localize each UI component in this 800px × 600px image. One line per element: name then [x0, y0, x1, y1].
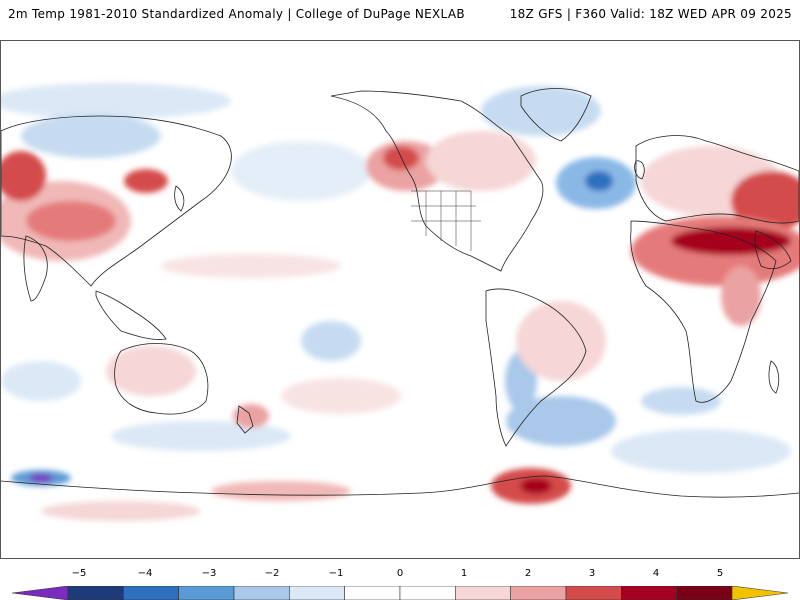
cold-anomaly-north-pacific [231, 141, 371, 201]
colorbar-legend: −5 −4 −3 −2 −1 0 1 2 3 4 5 [0, 568, 800, 600]
outline-australia [114, 343, 209, 415]
outline-antarctica [1, 475, 799, 498]
model-valid-time: 18Z GFS | F360 Valid: 18Z WED APR 09 202… [509, 7, 792, 21]
cold-anomaly-south-indian [641, 387, 721, 415]
warm-anomaly-antarctica-core [520, 478, 552, 494]
outline-south-america [485, 288, 587, 447]
warm-anomaly-new-zealand [233, 404, 269, 428]
outline-uk [634, 160, 645, 180]
warm-anomaly-southern-pacific [211, 481, 351, 501]
colorbar-segment [676, 586, 733, 600]
colorbar-label: −1 [328, 568, 344, 579]
warm-anomaly-sahara-core [671, 227, 791, 255]
colorbar-segment [344, 586, 401, 600]
cold-anomaly-greenland [481, 86, 601, 136]
outline-europe [635, 135, 799, 224]
warm-anomaly-eastern-canada [426, 131, 536, 191]
continent-outlines [1, 88, 799, 498]
cold-anomaly-antarctica-core [29, 474, 53, 482]
anomaly-map [0, 40, 800, 559]
colorbar-label: −4 [137, 568, 153, 579]
cold-anomaly-siberia [21, 114, 161, 158]
colorbar-label: −3 [201, 568, 217, 579]
warm-anomaly-brazil [516, 301, 606, 381]
colorbar-segment [289, 586, 345, 600]
colorbar-label: 2 [524, 568, 532, 579]
cold-anomaly-south-atlantic [506, 396, 616, 446]
cold-anomaly-tropical-pacific [301, 321, 361, 361]
outline-africa [630, 220, 777, 403]
colorbar-labels: −5 −4 −3 −2 −1 0 1 2 3 4 5 [0, 568, 800, 582]
colorbar-label: 1 [460, 568, 468, 579]
colorbar-min-arrow [12, 586, 69, 600]
warm-anomaly-pacific-band [161, 254, 341, 278]
colorbar-label: −2 [264, 568, 280, 579]
colorbar-label: 4 [652, 568, 660, 579]
colorbar-segment [178, 586, 235, 600]
warm-anomaly-east-africa [721, 266, 761, 326]
outline-southeast-asia [95, 290, 167, 340]
outline-japan [174, 185, 185, 212]
warm-anomaly-southern-ocean-west [41, 501, 201, 521]
cold-anomaly-north-atlantic-core [585, 171, 613, 191]
header: 2m Temp 1981-2010 Standardized Anomaly |… [0, 0, 800, 40]
colorbar-segment [123, 586, 179, 600]
outline-greenland [520, 88, 592, 142]
warm-anomaly-central-asia-core [1, 151, 46, 201]
outline-madagascar [768, 360, 780, 394]
colorbar-segment [510, 586, 567, 600]
colorbar-label: −5 [71, 568, 87, 579]
outline-north-america [330, 90, 544, 272]
colorbar-segment [67, 586, 124, 600]
colorbar-scale [12, 586, 788, 600]
warm-anomaly-mongolia [124, 169, 168, 193]
warm-anomaly-china [26, 201, 116, 241]
map-canvas [1, 83, 799, 521]
colorbar-max-arrow [731, 586, 788, 600]
colorbar-label: 0 [396, 568, 404, 579]
cold-anomaly-southern-ocean-west [111, 421, 291, 451]
cold-anomaly-arctic [1, 83, 231, 119]
warm-anomaly-middle-east [731, 171, 799, 231]
colorbar-segment [233, 586, 290, 600]
colorbar-label: 3 [588, 568, 596, 579]
us-state-lines [411, 190, 481, 251]
colorbar-label: 5 [716, 568, 724, 579]
outline-arabia [754, 230, 792, 270]
colorbar-segment [399, 586, 456, 600]
colorbar-segment [565, 586, 622, 600]
outline-new-zealand [236, 405, 254, 434]
colorbar-segment [455, 586, 511, 600]
anomaly-fields [1, 83, 799, 521]
outline-india [23, 235, 48, 302]
warm-anomaly-south-pacific [281, 378, 401, 414]
warm-anomaly-australia [106, 346, 196, 396]
cold-anomaly-indian-ocean [1, 361, 81, 401]
outline-asia [1, 115, 232, 287]
map-title: 2m Temp 1981-2010 Standardized Anomaly |… [8, 7, 465, 21]
colorbar-segment [621, 586, 677, 600]
cold-anomaly-southern-ocean-east [611, 429, 791, 473]
